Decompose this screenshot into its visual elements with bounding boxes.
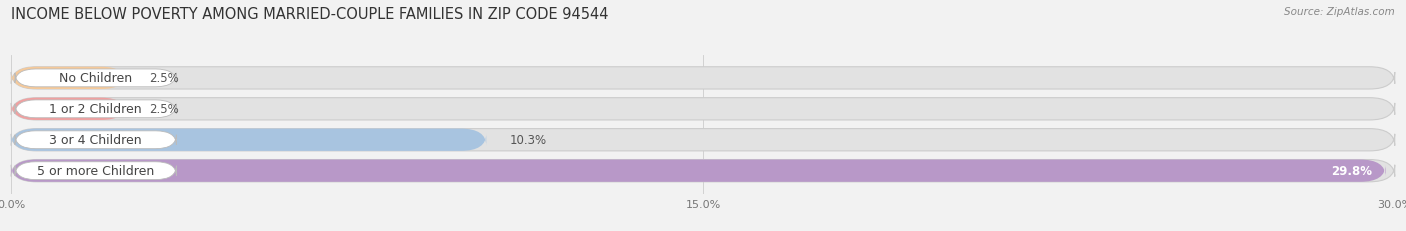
FancyBboxPatch shape: [15, 100, 176, 118]
Text: 1 or 2 Children: 1 or 2 Children: [49, 103, 142, 116]
FancyBboxPatch shape: [11, 98, 127, 120]
Text: 5 or more Children: 5 or more Children: [37, 164, 155, 177]
Text: No Children: No Children: [59, 72, 132, 85]
FancyBboxPatch shape: [11, 160, 1395, 182]
Text: 10.3%: 10.3%: [509, 134, 547, 147]
FancyBboxPatch shape: [15, 131, 176, 149]
Text: 2.5%: 2.5%: [149, 103, 180, 116]
FancyBboxPatch shape: [11, 98, 1395, 120]
Text: 29.8%: 29.8%: [1330, 164, 1372, 177]
Text: INCOME BELOW POVERTY AMONG MARRIED-COUPLE FAMILIES IN ZIP CODE 94544: INCOME BELOW POVERTY AMONG MARRIED-COUPL…: [11, 7, 609, 22]
FancyBboxPatch shape: [11, 129, 1395, 151]
Text: 3 or 4 Children: 3 or 4 Children: [49, 134, 142, 147]
Text: Source: ZipAtlas.com: Source: ZipAtlas.com: [1284, 7, 1395, 17]
FancyBboxPatch shape: [15, 70, 176, 87]
FancyBboxPatch shape: [11, 160, 1385, 182]
FancyBboxPatch shape: [11, 67, 1395, 90]
FancyBboxPatch shape: [15, 162, 176, 180]
FancyBboxPatch shape: [11, 67, 127, 90]
FancyBboxPatch shape: [11, 129, 486, 151]
Text: 2.5%: 2.5%: [149, 72, 180, 85]
